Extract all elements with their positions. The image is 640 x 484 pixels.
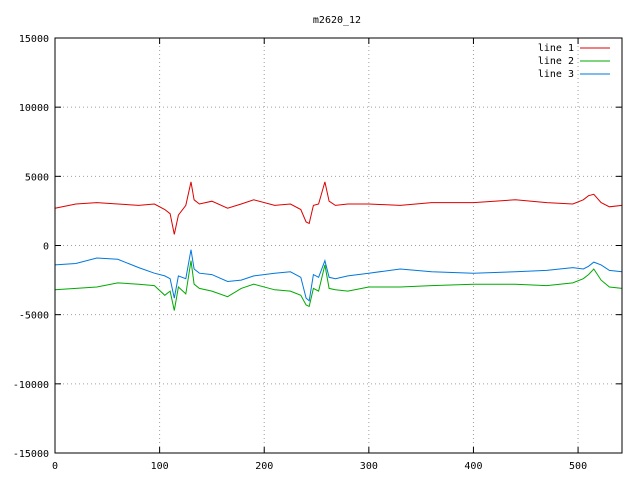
y-tick-label: 5000 <box>25 172 49 183</box>
grid <box>55 38 622 453</box>
series-line-3 <box>54 249 623 302</box>
y-tick-label: 0 <box>43 242 49 253</box>
legend: line 1 line 2 line 3 <box>538 43 610 80</box>
y-tick-label: -10000 <box>13 380 49 391</box>
y-tick-label: -5000 <box>19 311 49 322</box>
axis-ticks: 0 100 200 300 400 500 -15000 -10000 -5000 0 5000 10… <box>13 34 622 472</box>
y-tick-label: -15000 <box>13 449 49 460</box>
chart-title: m2620_12 <box>313 15 361 26</box>
legend-label-3: line 3 <box>538 69 574 80</box>
series-line-2 <box>54 260 623 311</box>
legend-label-2: line 2 <box>538 56 574 67</box>
x-tick-label: 500 <box>569 461 587 472</box>
plot-frame <box>54 37 623 454</box>
x-tick-label: 400 <box>464 461 482 472</box>
y-tick-label: 15000 <box>19 34 49 45</box>
legend-label-1: line 1 <box>538 43 574 54</box>
y-tick-label: 10000 <box>19 103 49 114</box>
x-tick-label: 0 <box>52 461 58 472</box>
series-line-1 <box>54 181 623 235</box>
x-tick-label: 300 <box>360 461 378 472</box>
x-tick-label: 200 <box>255 461 273 472</box>
series-layer <box>54 181 623 311</box>
x-tick-label: 100 <box>151 461 169 472</box>
